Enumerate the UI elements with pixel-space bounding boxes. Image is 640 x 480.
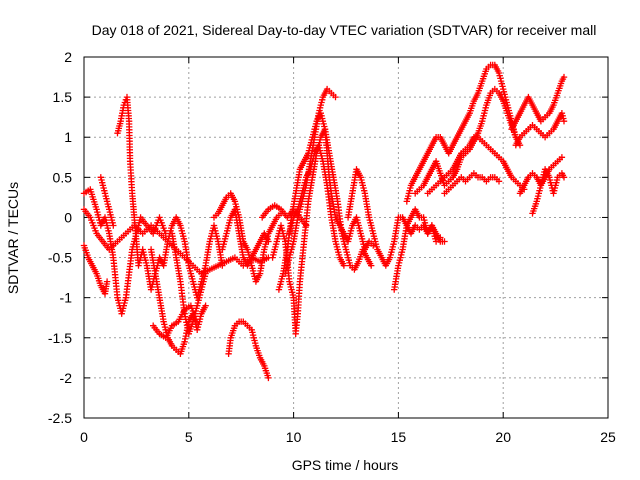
data-point: [202, 270, 209, 277]
data-point: [437, 234, 444, 241]
x-tick-label: 0: [80, 429, 88, 445]
data-point: [340, 262, 348, 269]
data-points: [80, 61, 568, 382]
y-tick-label: -2: [60, 370, 73, 386]
y-tick-label: -2.5: [48, 410, 72, 426]
data-point: [441, 238, 448, 245]
chart-title: Day 018 of 2021, Sidereal Day-to-day VTE…: [92, 22, 597, 38]
data-point: [202, 302, 209, 309]
data-point: [558, 154, 566, 161]
x-tick-label: 20: [495, 429, 511, 445]
data-point: [265, 238, 272, 245]
data-point: [560, 174, 568, 181]
y-tick-label: -1.5: [48, 330, 72, 346]
data-point: [370, 242, 377, 249]
plot-frame: [83, 56, 609, 419]
x-tick-label: 25: [600, 429, 616, 445]
data-point: [265, 374, 272, 382]
data-point: [110, 222, 117, 229]
y-axis-label: SDTVAR / TECUs: [5, 182, 21, 294]
data-point: [332, 93, 339, 101]
data-point: [368, 262, 375, 269]
y-tick-label: 1: [64, 129, 72, 145]
data-point: [560, 73, 568, 81]
y-tick-label: 0: [64, 209, 72, 225]
data-point: [103, 278, 111, 285]
x-tick-label: 10: [286, 429, 302, 445]
data-point: [303, 222, 310, 229]
x-axis: 0 5 10 15 20 25: [80, 57, 616, 445]
x-axis-label: GPS time / hours: [292, 457, 399, 473]
y-tick-label: 1.5: [53, 89, 73, 105]
y-tick-label: -1: [60, 290, 73, 306]
x-tick-label: 15: [391, 429, 407, 445]
y-tick-label: -0.5: [48, 250, 72, 266]
x-tick-label: 5: [185, 429, 193, 445]
data-point: [495, 178, 503, 185]
y-tick-label: 0.5: [53, 169, 73, 185]
y-axis: -2.5 -2 -1.5 -1 -0.5 0 0.5 1 1.5 2: [48, 49, 608, 426]
data-point: [219, 262, 226, 269]
data-point: [560, 118, 568, 125]
y-tick-label: 2: [64, 49, 72, 65]
